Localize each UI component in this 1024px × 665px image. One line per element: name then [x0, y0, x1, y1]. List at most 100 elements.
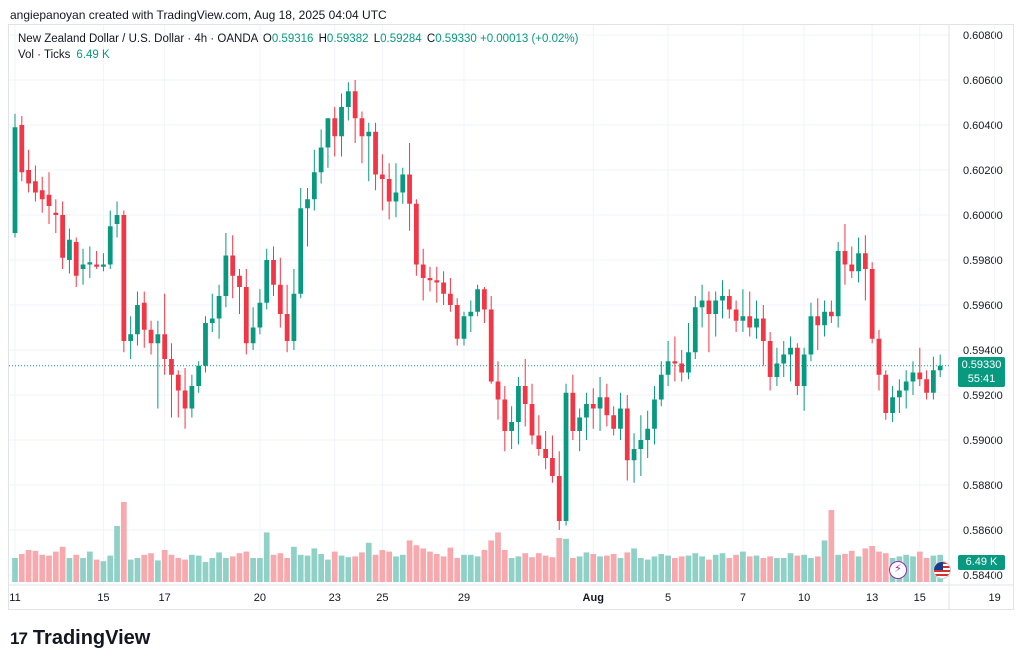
volume-bar: [393, 556, 399, 582]
candle-body: [257, 302, 263, 328]
brand-name: TradingView: [32, 627, 151, 649]
y-tick-label: 0.60600: [963, 75, 1003, 87]
volume-bar: [127, 559, 134, 582]
volume-bar: [18, 554, 25, 582]
y-tick-label: 0.60400: [963, 120, 1003, 132]
candle-body: [869, 269, 875, 339]
candle-body: [516, 386, 521, 422]
chart-pane[interactable]: 0.60800 0.60600 0.60400 0.60200 0.60000 0.598…: [8, 24, 1014, 610]
candle-body: [264, 260, 270, 303]
close-value: 0.59330: [435, 33, 477, 45]
candle-body: [182, 390, 188, 409]
volume-bar: [175, 558, 182, 582]
volume-bar: [168, 554, 175, 582]
candle-body: [373, 131, 378, 175]
volume-bar: [923, 558, 930, 582]
volume-bar: [386, 551, 393, 582]
candlestick-chart[interactable]: 0.60800 0.60600 0.60400 0.60200 0.60000 0.598…: [9, 25, 1013, 609]
volume-bar: [66, 558, 73, 582]
volume-bar: [236, 553, 243, 582]
volume-bar: [740, 551, 746, 582]
candle-body: [692, 307, 698, 353]
volume-bar: [631, 548, 637, 582]
candle-body: [454, 305, 460, 339]
volume-bar: [257, 558, 263, 582]
volume-bar: [250, 558, 256, 582]
volume-bar: [835, 554, 842, 582]
candle-body: [413, 203, 419, 265]
candle-body: [271, 260, 276, 285]
volume-bar: [195, 555, 202, 582]
volume-bar: [692, 553, 699, 582]
candle-body: [665, 361, 671, 375]
candle-body: [794, 347, 800, 386]
candle-body: [550, 458, 555, 476]
candle-body: [400, 174, 406, 193]
x-tick-label: 11: [9, 592, 20, 604]
candle-body: [128, 334, 134, 341]
volume-bar: [821, 540, 828, 582]
x-tick-label: 15: [97, 592, 109, 604]
y-tick-label: 0.59600: [963, 300, 1003, 312]
volume-bar: [318, 554, 324, 582]
usd-flag-icon[interactable]: [933, 561, 951, 579]
x-tick-label: 20: [254, 592, 266, 604]
candle-body: [39, 190, 45, 200]
volume-bar: [563, 538, 569, 582]
volume-label[interactable]: Vol · Ticks: [18, 49, 71, 61]
candle-body: [896, 390, 902, 398]
close-label: C: [426, 33, 436, 45]
candle-body: [522, 386, 528, 404]
volume-bar: [760, 558, 767, 582]
volume-bar: [73, 554, 80, 582]
symbol-title[interactable]: New Zealand Dollar / U.S. Dollar · 4h · …: [18, 33, 258, 45]
volume-bar: [508, 558, 515, 582]
candle-body: [679, 363, 685, 373]
candle-body: [835, 251, 841, 317]
volume-bar: [413, 545, 420, 582]
volume-bar: [100, 561, 107, 582]
candle-body: [339, 107, 344, 137]
volume-bar: [270, 554, 277, 582]
candle-body: [60, 215, 66, 258]
candle-body: [529, 404, 535, 436]
candle-body: [862, 253, 868, 269]
candle-body: [277, 284, 283, 314]
candle-body: [658, 374, 664, 400]
candle-body: [624, 408, 630, 461]
candle-body: [332, 118, 338, 137]
candle-body: [291, 293, 297, 341]
last-price: 0.59330: [961, 359, 1002, 371]
candle-body: [713, 300, 719, 314]
candle-body: [570, 392, 576, 431]
volume-bar: [209, 558, 216, 582]
volume-bar: [488, 540, 495, 582]
candle-body: [448, 293, 453, 305]
candle-body: [237, 275, 242, 287]
volume-bar: [365, 542, 372, 582]
candle-body: [495, 381, 501, 400]
candle-body: [917, 372, 923, 380]
candle-body: [155, 334, 161, 344]
lightning-icon[interactable]: ⚡: [889, 561, 907, 579]
change-value: +0.00013 (+0.02%): [479, 33, 579, 45]
volume-bar: [855, 556, 862, 582]
candle-body: [645, 428, 651, 440]
candle-body: [604, 397, 610, 416]
candle-body: [488, 309, 494, 382]
candle-body: [434, 280, 440, 283]
candle-body: [924, 379, 929, 393]
candle-body: [298, 208, 304, 294]
candle-body: [305, 199, 310, 209]
volume-bar: [774, 558, 780, 582]
volume-bar: [501, 550, 508, 582]
candle-body: [590, 404, 596, 409]
candle-body: [162, 334, 168, 359]
volume-bar: [644, 559, 651, 582]
volume-bar: [182, 559, 188, 582]
candle-body: [26, 170, 31, 184]
candle-body: [101, 264, 106, 267]
candle-body: [359, 118, 365, 137]
high-label: H: [318, 33, 327, 45]
volume-bar: [25, 550, 32, 582]
